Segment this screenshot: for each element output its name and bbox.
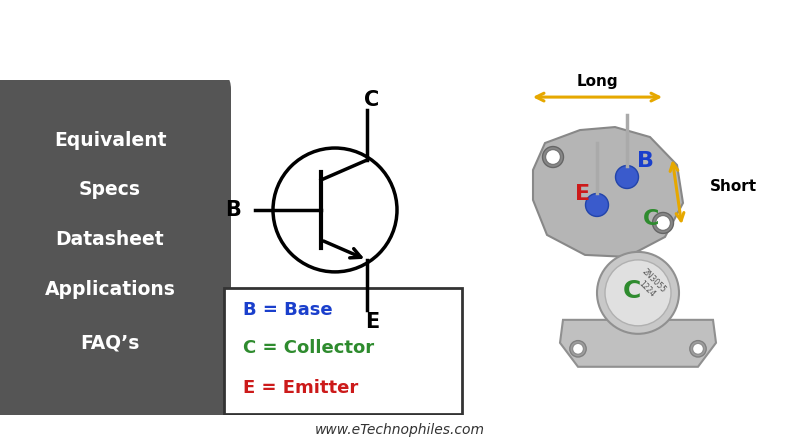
- FancyBboxPatch shape: [224, 288, 462, 414]
- Text: B = Base: B = Base: [243, 301, 333, 319]
- Text: E: E: [365, 312, 379, 332]
- Polygon shape: [560, 320, 716, 367]
- Circle shape: [690, 340, 706, 357]
- Text: C: C: [643, 209, 659, 229]
- Circle shape: [653, 212, 674, 234]
- Text: E: E: [575, 184, 590, 204]
- Text: B: B: [637, 151, 654, 171]
- Circle shape: [542, 146, 563, 167]
- Circle shape: [693, 343, 703, 354]
- Text: FAQ’s: FAQ’s: [80, 333, 140, 352]
- Text: B: B: [225, 200, 241, 220]
- FancyBboxPatch shape: [0, 71, 231, 425]
- Circle shape: [615, 166, 638, 189]
- Ellipse shape: [605, 260, 671, 326]
- Text: 2N3055
1224: 2N3055 1224: [633, 267, 667, 302]
- Circle shape: [586, 194, 609, 216]
- Text: E = Emitter: E = Emitter: [243, 379, 358, 397]
- Text: Equivalent: Equivalent: [54, 130, 166, 150]
- Text: Datasheet: Datasheet: [56, 231, 164, 250]
- Text: Long: Long: [577, 74, 618, 89]
- Circle shape: [573, 343, 583, 354]
- Text: Specs: Specs: [79, 181, 141, 199]
- Ellipse shape: [597, 252, 679, 334]
- Circle shape: [570, 340, 586, 357]
- Text: 2N3055 Transistor: 2N3055 Transistor: [18, 17, 505, 63]
- Text: C: C: [623, 279, 642, 303]
- Circle shape: [655, 215, 670, 231]
- Text: www.eTechnophiles.com: www.eTechnophiles.com: [315, 423, 485, 437]
- Text: Applications: Applications: [45, 280, 175, 299]
- Polygon shape: [533, 127, 683, 257]
- Text: Short: Short: [710, 179, 757, 194]
- Text: C: C: [364, 90, 380, 110]
- Circle shape: [546, 150, 561, 165]
- Text: C = Collector: C = Collector: [243, 339, 374, 357]
